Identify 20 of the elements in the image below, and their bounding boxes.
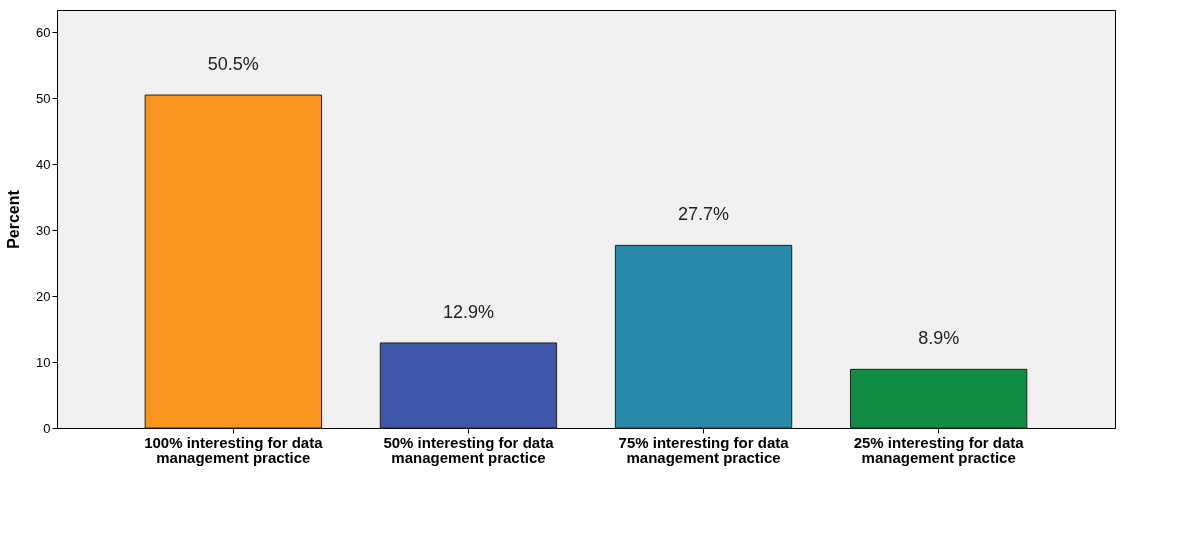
data-label: 50.5% <box>207 54 259 75</box>
y-tick-label: 0 <box>43 420 51 436</box>
x-tick-label: 100% interesting for data management practice <box>144 433 324 466</box>
data-label: 8.9% <box>918 328 960 349</box>
y-tick-label: 30 <box>36 222 51 238</box>
x-tick-label: 50% interesting for data management practice <box>383 433 555 466</box>
data-label: 12.9% <box>442 301 494 322</box>
bar <box>850 368 1028 429</box>
y-axis-title: Percent <box>5 189 23 249</box>
x-tick-label: 75% interesting for data management practice <box>618 433 790 466</box>
bar <box>614 244 793 429</box>
y-tick-label: 10 <box>36 354 51 370</box>
y-tick-label: 40 <box>36 156 51 172</box>
data-label: 27.7% <box>678 204 730 225</box>
y-tick-label: 50 <box>36 90 51 106</box>
y-tick-label: 60 <box>36 24 51 40</box>
bar <box>144 94 322 429</box>
bar <box>379 342 558 429</box>
x-tick-label: 25% interesting for data management practice <box>853 433 1025 466</box>
y-tick-label: 20 <box>36 288 51 304</box>
